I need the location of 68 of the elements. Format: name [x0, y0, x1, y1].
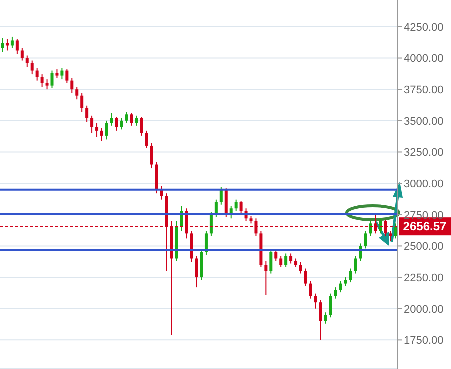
- candlestick: [20, 48, 24, 62]
- candlestick: [36, 68, 39, 82]
- candlestick: [60, 68, 64, 80]
- candlestick: [334, 287, 338, 300]
- candlestick: [309, 280, 312, 300]
- candlestick: [30, 60, 34, 76]
- candlestick: [26, 55, 29, 68]
- candlestick: [150, 142, 154, 170]
- y-tick-label: 1750.00: [404, 335, 444, 348]
- candlestick: [145, 130, 148, 149]
- candlestick: [369, 220, 372, 237]
- candlestick: [394, 223, 398, 240]
- candlestick: [234, 199, 238, 212]
- candlestick: [349, 268, 352, 284]
- candlestick: [324, 312, 328, 324]
- candlestick: [389, 230, 392, 242]
- candlestick: [364, 230, 368, 250]
- candlestick: [284, 253, 288, 268]
- y-tick-label: 4000.00: [404, 53, 444, 66]
- y-tick-label: 2500.00: [404, 241, 444, 254]
- candlestick: [66, 69, 69, 84]
- candlestick: [379, 218, 382, 234]
- candlestick: [220, 186, 223, 206]
- candlestick: [10, 36, 14, 49]
- candlestick: [264, 260, 268, 296]
- candlestick: [130, 112, 134, 126]
- candlestick: [270, 249, 273, 274]
- y-tick-label: 3500.00: [404, 116, 444, 128]
- candlestick: [135, 115, 138, 126]
- candlestick: [110, 112, 114, 126]
- candlestick: [339, 280, 342, 294]
- candlestick: [6, 38, 9, 52]
- y-tick-label: 2000.00: [404, 304, 444, 316]
- candlestick: [319, 300, 322, 341]
- candlestick: [86, 105, 89, 123]
- candlestick: [70, 78, 74, 94]
- candlestick: [195, 256, 198, 288]
- candlestick: [304, 268, 308, 287]
- candlestick: [300, 262, 302, 274]
- candlestick: [96, 122, 99, 138]
- candlestick: [100, 128, 104, 142]
- candlestick: [329, 293, 332, 318]
- y-tick-label: 3250.00: [404, 147, 444, 160]
- candlestick: [46, 79, 49, 90]
- candlestick: [40, 74, 44, 88]
- y-tick-label: 4250.00: [404, 22, 444, 34]
- candlestick: [50, 70, 54, 89]
- candlestick: [120, 118, 124, 130]
- y-tick-label: 2250.00: [404, 272, 444, 284]
- candlestick: [280, 256, 283, 268]
- candlestick: [80, 92, 84, 113]
- candlestick: [240, 200, 243, 214]
- candlestick: [290, 253, 293, 264]
- y-tick-label: 3000.00: [404, 178, 444, 190]
- candlestick: [314, 293, 318, 310]
- ref-line-label: 2656.57: [403, 220, 448, 234]
- candlestick: [1, 38, 4, 52]
- candlestick: [90, 115, 94, 134]
- candlestick: [105, 120, 108, 140]
- candlestick: [354, 256, 358, 274]
- candlestick: [125, 112, 128, 124]
- candlestick: [210, 212, 213, 237]
- candlestick: [115, 116, 118, 132]
- candlestick: [274, 249, 278, 262]
- candlestick: [140, 116, 144, 136]
- candlestick: [76, 86, 79, 100]
- candlestick: [16, 38, 19, 56]
- y-tick-label: 3750.00: [404, 84, 444, 96]
